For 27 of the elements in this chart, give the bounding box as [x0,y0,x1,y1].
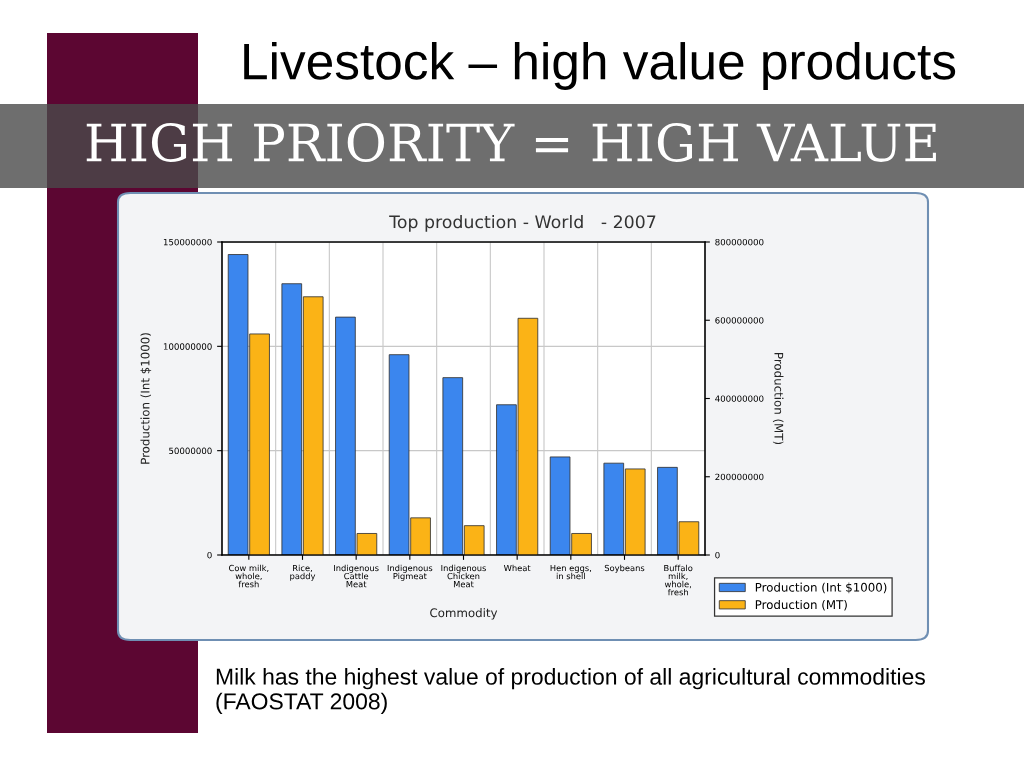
x-tick-label: Cow milk, whole, fresh [229,564,269,588]
x-axis-title: Commodity [430,608,498,620]
y2-axis-title: Production (MT) [772,353,784,445]
chart-title: Top production - World - 2007 [389,214,656,232]
text: HIGH PRIORITY = HIGH VALUE [86,123,936,162]
x-tick-label: Soybeans [604,564,645,573]
y2-tick-label: 800000000 [715,238,764,246]
y2-tick-label: 0 [715,551,720,559]
y2-tick-label: 200000000 [715,473,764,481]
x-tick-label: Indigenous Pigmeat [387,564,433,581]
x-tick-label: Buffalo milk, whole, fresh [664,564,693,596]
legend-label: Production (Int $1000) [755,582,887,594]
text: Milk has the highest value of production of all agricultural commodities (FAOSTAT 2008) [216,668,925,715]
y2-tick-label: 400000000 [715,395,764,402]
text: Livestock – high value products [244,42,956,90]
y2-tick-label: 600000000 [715,317,764,324]
x-tick-label: Wheat [503,564,531,572]
y-axis-title: Production (Int $1000) [140,333,152,464]
x-tick-label: Hen eggs, in shell [550,564,592,580]
x-tick-label: Indigenous Chicken Meat [441,564,486,588]
y-tick-label: 0 [207,551,212,559]
legend-label: Production (MT) [755,599,847,611]
y-tick-label: 150000000 [163,238,212,246]
y-tick-label: 50000000 [169,447,212,455]
x-tick-label: Rice, paddy [290,564,316,581]
x-tick-label: Indigenous Cattle Meat [334,564,379,588]
y-tick-label: 100000000 [163,343,212,350]
